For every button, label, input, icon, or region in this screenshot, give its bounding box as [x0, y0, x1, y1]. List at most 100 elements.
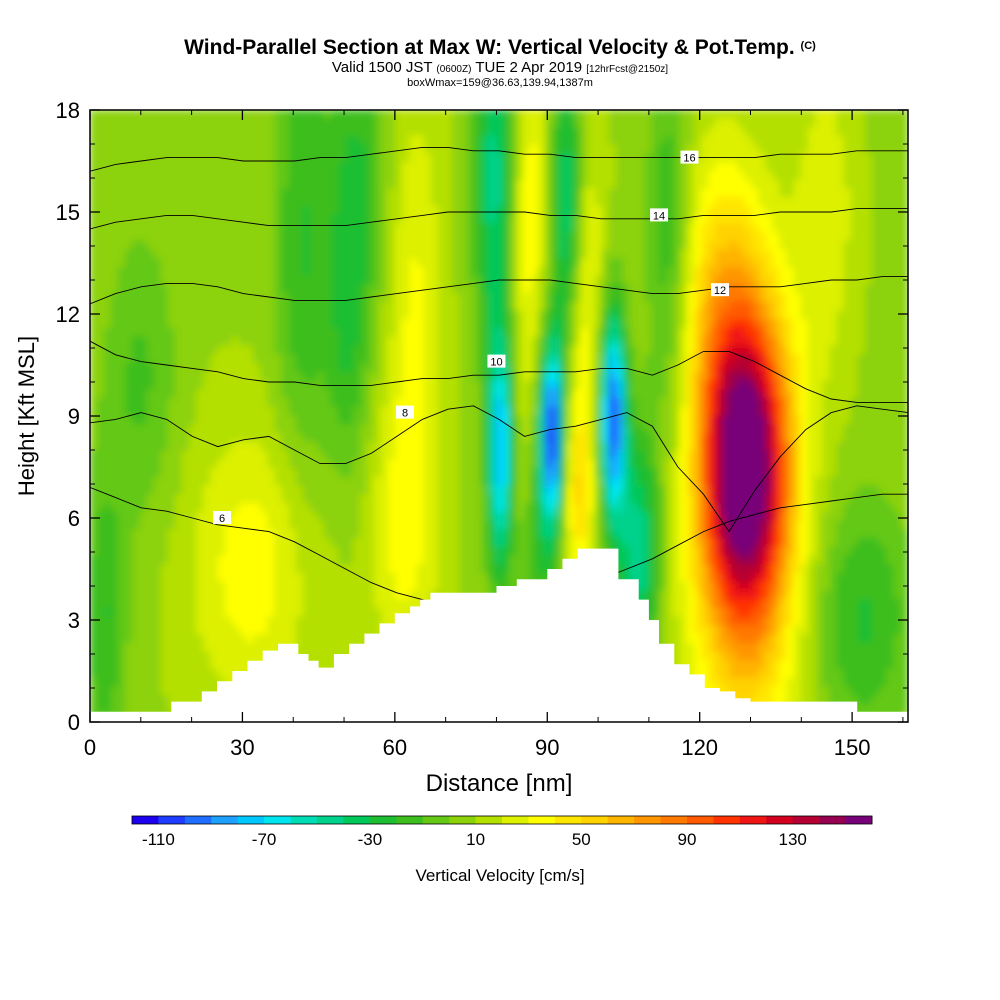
velocity-cell [587, 310, 596, 321]
velocity-cell [708, 258, 717, 268]
velocity-cell [530, 450, 539, 461]
velocity-cell [359, 441, 368, 452]
velocity-cell [139, 459, 148, 469]
velocity-cell [210, 415, 219, 426]
velocity-cell [829, 336, 838, 347]
velocity-cell [174, 371, 183, 382]
velocity-cell [743, 459, 753, 469]
velocity-cell [494, 450, 504, 461]
velocity-cell [438, 126, 447, 137]
velocity-cell [238, 467, 247, 478]
velocity-cell [487, 319, 496, 330]
velocity-cell [302, 301, 311, 312]
velocity-cell [324, 118, 333, 128]
velocity-cell [758, 258, 767, 268]
velocity-cell [701, 284, 710, 295]
velocity-cell [537, 126, 546, 137]
velocity-cell [395, 398, 404, 408]
velocity-cell [153, 249, 162, 260]
velocity-cell [274, 476, 283, 487]
velocity-cell [715, 319, 724, 330]
velocity-cell [438, 188, 447, 198]
velocity-cell [665, 450, 674, 461]
velocity-cell [537, 240, 546, 251]
velocity-cell [388, 249, 397, 260]
velocity-cell [644, 319, 653, 330]
velocity-cell [729, 258, 738, 268]
velocity-cell [551, 205, 560, 216]
velocity-cell [494, 196, 504, 207]
velocity-cell [487, 476, 496, 487]
velocity-cell [722, 179, 731, 190]
velocity-cell [160, 398, 169, 408]
velocity-cell [850, 371, 859, 382]
velocity-cell [708, 196, 717, 207]
velocity-cell [566, 336, 575, 347]
velocity-cell [260, 153, 269, 163]
velocity-cell [438, 380, 447, 391]
velocity-cell [238, 398, 247, 408]
velocity-cell [217, 398, 226, 408]
velocity-cell [203, 214, 212, 225]
velocity-cell [438, 275, 447, 286]
velocity-cell [388, 240, 397, 251]
velocity-cell [687, 179, 696, 190]
velocity-cell [295, 485, 304, 496]
velocity-cell [416, 258, 425, 268]
velocity-cell [900, 389, 908, 400]
velocity-cell [779, 126, 788, 137]
velocity-cell [743, 310, 753, 321]
velocity-cell [430, 293, 440, 303]
velocity-cell [694, 144, 703, 155]
velocity-cell [708, 153, 717, 163]
velocity-cell [772, 363, 781, 373]
velocity-cell [352, 144, 361, 155]
velocity-cell [374, 319, 383, 330]
velocity-cell [181, 135, 191, 146]
velocity-cell [879, 389, 888, 400]
velocity-cell [786, 249, 795, 260]
velocity-cell [665, 275, 674, 286]
velocity-cell [196, 406, 205, 417]
velocity-cell [96, 170, 105, 181]
velocity-cell [110, 231, 119, 242]
velocity-cell [281, 249, 290, 260]
velocity-cell [253, 153, 262, 163]
velocity-cell [793, 153, 802, 163]
velocity-cell [395, 459, 404, 469]
velocity-cell [566, 371, 575, 382]
velocity-cell [110, 389, 119, 400]
velocity-cell [459, 301, 468, 312]
velocity-cell [900, 161, 908, 172]
velocity-cell [459, 319, 468, 330]
velocity-cell [502, 179, 511, 190]
velocity-cell [189, 485, 198, 496]
velocity-cell [701, 275, 710, 286]
velocity-cell [871, 223, 881, 233]
velocity-cell [751, 319, 760, 330]
velocity-cell [758, 293, 767, 303]
velocity-cell [665, 319, 674, 330]
velocity-cell [153, 240, 162, 251]
velocity-cell [409, 424, 418, 434]
velocity-cell [715, 345, 724, 356]
velocity-cell [374, 441, 383, 452]
velocity-cell [231, 153, 240, 163]
velocity-cell [701, 231, 710, 242]
velocity-cell [466, 406, 475, 417]
velocity-cell [480, 450, 489, 461]
velocity-cell [139, 476, 148, 487]
velocity-cell [253, 485, 262, 496]
velocity-cell [480, 126, 489, 137]
velocity-cell [359, 336, 368, 347]
velocity-cell [587, 319, 596, 330]
velocity-cell [331, 467, 340, 478]
velocity-cell [786, 275, 795, 286]
velocity-cell [274, 336, 283, 347]
velocity-cell [132, 363, 141, 373]
velocity-cell [459, 110, 468, 120]
velocity-cell [96, 275, 105, 286]
velocity-cell [430, 153, 440, 163]
velocity-cell [366, 266, 376, 277]
velocity-cell [310, 170, 319, 181]
